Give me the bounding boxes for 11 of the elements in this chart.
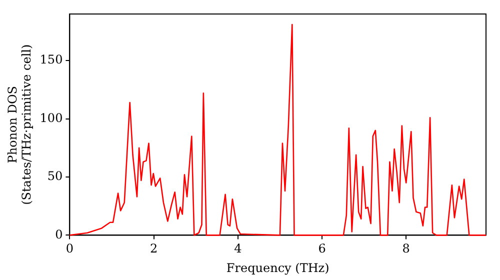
y-axis-title: Phonon DOS (States/THz·primitive cell): [5, 44, 34, 205]
y-tick-label: 50: [47, 169, 63, 184]
x-tick-label: 8: [402, 242, 410, 256]
x-tick-label: 4: [234, 242, 242, 256]
y-tick-label: 0: [55, 227, 63, 242]
x-tick-label: 6: [318, 242, 326, 256]
x-tick-label: 0: [66, 242, 74, 256]
y-tick-label: 150: [40, 52, 63, 67]
x-tick-label: 2: [150, 242, 158, 256]
x-axis-title: Frequency (THz): [226, 260, 330, 275]
y-tick-label: 100: [40, 110, 63, 125]
